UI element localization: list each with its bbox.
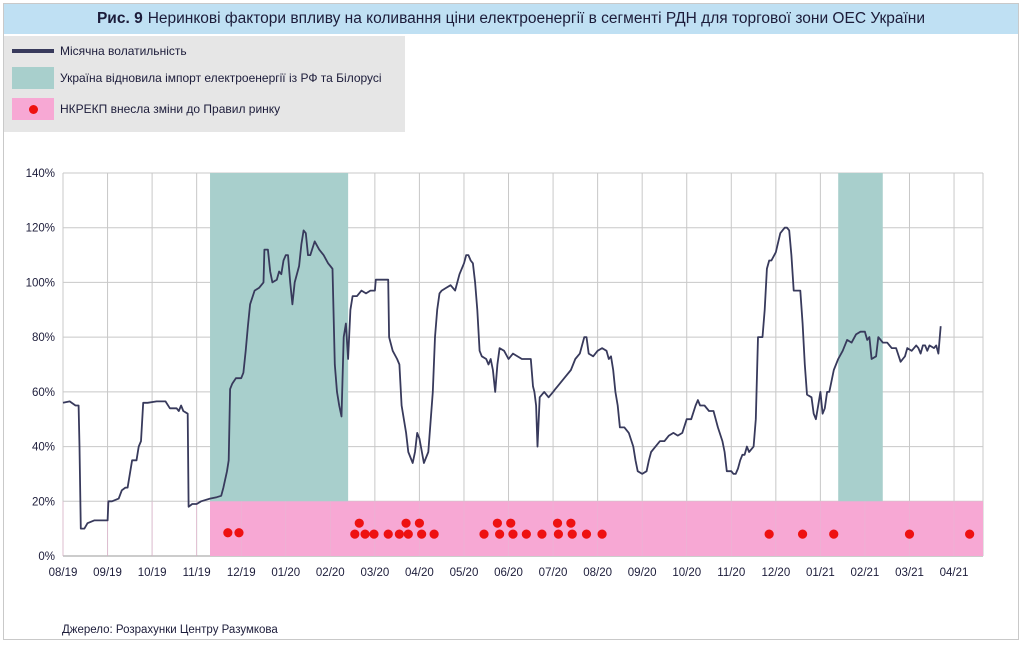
y-tick-label: 80% [32,332,55,344]
legend-item-volatility: Місячна волатильність [12,40,187,62]
x-tick-label: 10/19 [138,567,167,579]
rule-change-dot [350,529,360,539]
figure-title: Рис. 9 Неринкові фактори впливу на колив… [4,4,1018,34]
x-tick-label: 08/20 [583,567,612,579]
x-tick-label: 04/21 [940,567,969,579]
rule-change-band [210,501,983,556]
legend-label-volatility: Місячна волатильність [60,44,187,58]
legend-item-import: Україна відновила імпорт електроенергії … [12,67,382,89]
x-tick-label: 12/19 [227,567,256,579]
rule-change-dot [495,529,505,539]
legend-item-rules: НКРЕКП внесла зміни до Правил ринку [12,98,280,120]
rule-change-dot [566,518,576,528]
rule-change-dot [506,518,516,528]
rule-change-dot [537,529,547,539]
rule-change-dot [521,529,531,539]
rule-change-dot [581,529,592,539]
x-tick-label: 03/21 [895,567,924,579]
rule-change-dot [394,529,404,539]
x-tick-label: 05/20 [450,567,479,579]
x-tick-label: 12/20 [761,567,790,579]
rule-change-dot [360,529,370,539]
rule-change-dot [401,518,411,528]
y-tick-label: 40% [32,442,55,454]
x-tick-label: 09/19 [93,567,122,579]
rule-change-dot [403,529,413,539]
rule-change-dot [829,529,839,539]
legend-dot-swatch [12,98,54,120]
x-tick-label: 01/21 [806,567,835,579]
rule-change-dot [414,518,425,528]
import-period-band [210,173,349,556]
rule-change-dot [354,518,364,528]
rule-change-dot [234,528,244,538]
y-tick-label: 20% [32,496,55,508]
x-tick-label: 04/20 [405,567,434,579]
rule-change-dot [797,529,808,539]
x-tick-label: 02/20 [316,567,345,579]
rule-change-dot [904,529,915,539]
rule-change-dot [369,529,379,539]
rule-change-dot [479,529,489,539]
x-tick-label: 08/19 [49,567,78,579]
legend-label-import: Україна відновила імпорт електроенергії … [60,71,382,85]
rule-change-dot [965,529,975,539]
y-tick-label: 140% [26,168,55,180]
import-period-band [838,173,883,556]
source-note: Джерело: Розрахунки Центру Разумкова [62,624,278,636]
rule-change-dot [492,518,502,528]
x-tick-label: 11/20 [717,567,745,579]
x-tick-label: 11/19 [183,567,211,579]
rule-change-dot [417,529,427,539]
rule-change-dot [223,528,233,538]
x-tick-label: 02/21 [851,567,880,579]
rule-change-dot [567,529,577,539]
y-tick-label: 60% [32,387,55,399]
legend-line-swatch [12,40,54,62]
legend-label-rules: НКРЕКП внесла зміни до Правил ринку [60,102,281,116]
volatility-line [62,226,942,530]
x-tick-label: 10/20 [672,567,701,579]
legend-band-swatch [12,67,54,89]
x-tick-label: 01/20 [271,567,300,579]
rule-change-dot [508,529,518,539]
x-tick-label: 09/20 [628,567,657,579]
rule-change-dot [764,529,774,539]
rule-change-dot [552,518,563,528]
y-tick-label: 120% [26,223,55,235]
x-tick-label: 06/20 [494,567,523,579]
rule-change-dot [383,529,393,539]
y-tick-label: 0% [38,551,55,563]
legend: Місячна волатильність Україна відновила … [4,36,405,132]
x-tick-label: 07/20 [539,567,568,579]
rule-change-dot [597,529,607,539]
figure-frame [3,3,1019,640]
figure-title-text: Неринкові фактори впливу на коливання ці… [147,10,926,27]
x-tick-label: 03/20 [360,567,389,579]
figure-label: Рис. 9 [96,10,143,27]
y-tick-label: 100% [26,277,55,289]
rule-change-dot [553,529,564,539]
rule-change-dot [429,529,439,539]
